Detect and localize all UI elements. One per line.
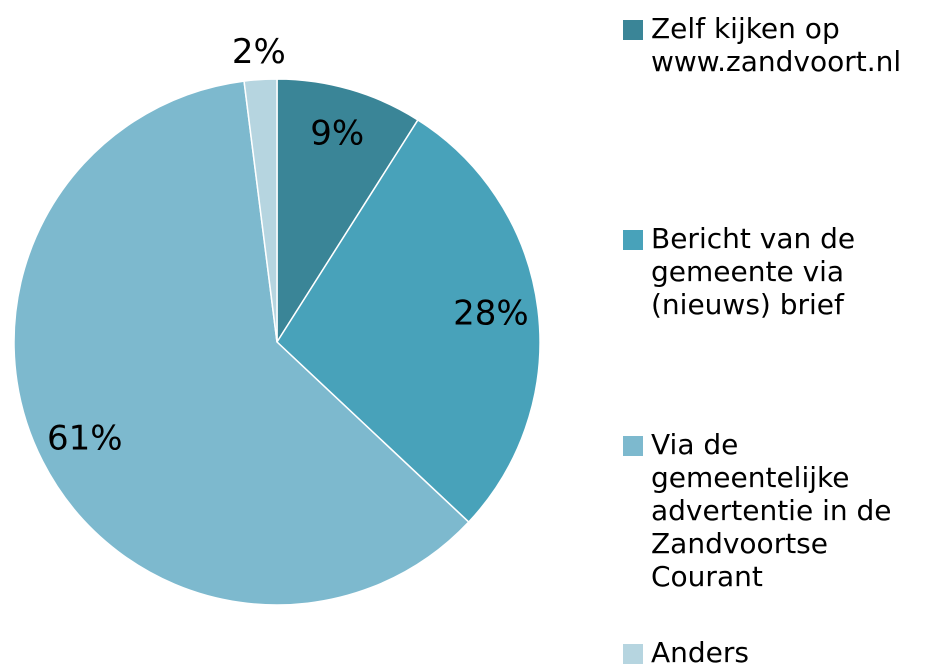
legend-label: Via de gemeentelijke advertentie in de Z… <box>651 428 892 593</box>
data-label: 9% <box>310 113 364 153</box>
data-label: 61% <box>47 418 123 458</box>
legend-swatch <box>623 20 643 40</box>
pie-slice <box>13 80 470 606</box>
pie-slice <box>276 118 541 524</box>
legend-swatch <box>623 436 643 456</box>
legend-item: Zelf kijken op www.zandvoort.nl <box>623 12 941 78</box>
legend-label: Anders <box>651 636 749 668</box>
pie-slice <box>243 78 278 343</box>
legend-swatch <box>623 644 643 664</box>
legend-item: Bericht van de gemeente via (nieuws) bri… <box>623 222 941 321</box>
legend-item: Via de gemeentelijke advertentie in de Z… <box>623 428 941 593</box>
data-label: 2% <box>232 32 286 72</box>
legend-label: Zelf kijken op www.zandvoort.nl <box>651 12 902 78</box>
data-label: 28% <box>453 293 529 333</box>
pie-slice <box>276 78 419 345</box>
legend-swatch <box>623 230 643 250</box>
chart: 9% 28% 61% 2% <box>13 32 541 606</box>
legend-item: Anders <box>623 636 941 668</box>
legend-label: Bericht van de gemeente via (nieuws) bri… <box>651 222 856 321</box>
